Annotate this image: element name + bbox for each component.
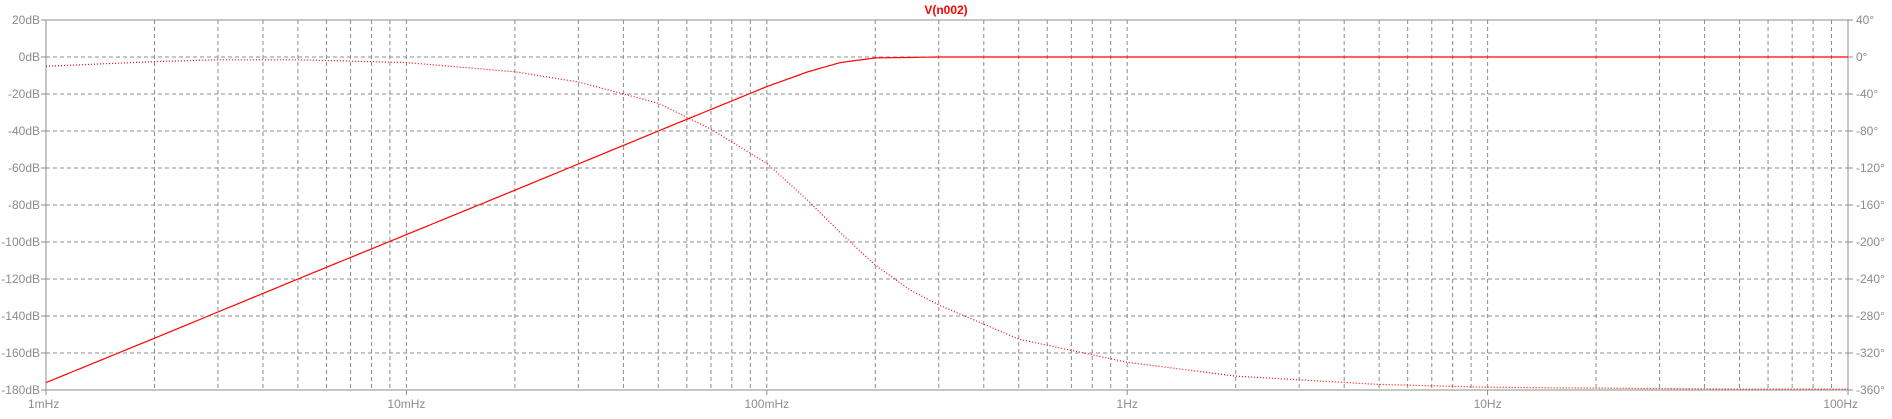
- left-axis-tick-label: -100dB: [1, 235, 40, 249]
- right-axis: 40° 0° -40° -80° -120° -160° -200° -240° -280° -3…: [1848, 13, 1885, 397]
- series-layer: [45, 56, 1848, 390]
- right-axis-tick-label: -160°: [1856, 198, 1885, 212]
- right-axis-tick-label: -80°: [1856, 124, 1878, 138]
- right-axis-tick-label: 40°: [1856, 13, 1874, 27]
- x-axis-tick-label: 1Hz: [1117, 397, 1138, 411]
- x-axis-tick-label: 10Hz: [1474, 397, 1502, 411]
- left-axis-tick-label: -140dB: [1, 309, 40, 323]
- right-axis-tick-label: -120°: [1856, 161, 1885, 175]
- left-axis-tick-label: -60dB: [8, 161, 40, 175]
- left-axis-tick-label: -180dB: [1, 383, 40, 397]
- right-axis-tick-label: -240°: [1856, 272, 1885, 286]
- right-axis-tick-label: -200°: [1856, 235, 1885, 249]
- right-axis-tick-label: -320°: [1856, 346, 1885, 360]
- magnitude-trace: [45, 56, 1848, 384]
- left-axis-tick-label: 0dB: [19, 50, 40, 64]
- right-axis-tick-label: -40°: [1856, 87, 1878, 101]
- left-axis-tick-label: -120dB: [1, 272, 40, 286]
- left-axis-tick-label: -80dB: [8, 198, 40, 212]
- x-axis-tick-label: 100Hz: [1823, 397, 1858, 411]
- phase-trace: [45, 59, 1848, 390]
- x-axis-tick-label: 100mHz: [744, 397, 789, 411]
- left-axis-tick-label: -20dB: [8, 87, 40, 101]
- x-axis-tick-label: 1mHz: [28, 397, 59, 411]
- chart-title: V(n002): [924, 3, 967, 17]
- right-axis-tick-label: -360°: [1856, 383, 1885, 397]
- right-axis-tick-label: 0°: [1856, 50, 1868, 64]
- right-axis-tick-label: -280°: [1856, 309, 1885, 323]
- left-axis-tick-label: -40dB: [8, 124, 40, 138]
- left-axis-tick-label: 20dB: [12, 13, 40, 27]
- left-axis: 20dB 0dB -20dB -40dB -60dB -80dB -100dB -120dB -…: [1, 13, 46, 397]
- x-axis: 1mHz 10mHz 100mHz 1Hz 10Hz 100Hz: [28, 390, 1858, 411]
- x-axis-tick-label: 10mHz: [387, 397, 425, 411]
- left-axis-tick-label: -160dB: [1, 346, 40, 360]
